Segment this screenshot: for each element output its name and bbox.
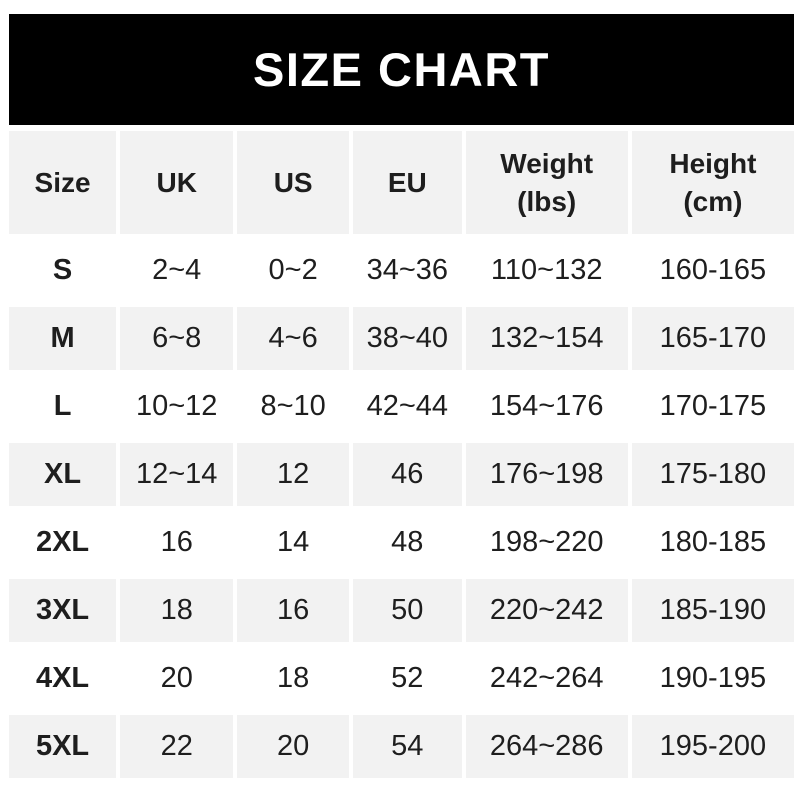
column-header-weight: Weight (lbs) bbox=[465, 131, 628, 234]
column-header-sub: (cm) bbox=[683, 185, 743, 217]
size-cell: S bbox=[9, 239, 117, 302]
size-cell: M bbox=[9, 307, 117, 370]
us-cell: 4~6 bbox=[237, 307, 349, 370]
size-chart-table: Size UK US EU Weight (lbs) bbox=[5, 126, 798, 783]
size-cell: L bbox=[9, 375, 117, 438]
height-cell: 190-195 bbox=[631, 647, 794, 710]
column-header-eu: EU bbox=[353, 131, 462, 234]
column-header-label: EU bbox=[387, 166, 427, 198]
column-header-height: Height (cm) bbox=[631, 131, 794, 234]
us-cell: 0~2 bbox=[237, 239, 349, 302]
height-cell: 180-185 bbox=[631, 511, 794, 574]
uk-cell: 20 bbox=[120, 647, 234, 710]
eu-cell: 34~36 bbox=[353, 239, 462, 302]
us-cell: 8~10 bbox=[237, 375, 349, 438]
table-row: XL 12~14 12 46 176~198 175-180 bbox=[9, 443, 794, 506]
size-cell: 2XL bbox=[9, 511, 117, 574]
column-header-uk: UK bbox=[120, 131, 234, 234]
height-cell: 165-170 bbox=[631, 307, 794, 370]
table-row: M 6~8 4~6 38~40 132~154 165-170 bbox=[9, 307, 794, 370]
column-header-label: Height bbox=[669, 147, 757, 179]
height-cell: 160-165 bbox=[631, 239, 794, 302]
column-header-sub: (lbs) bbox=[517, 185, 577, 217]
title-banner: SIZE CHART bbox=[9, 14, 794, 125]
uk-cell: 2~4 bbox=[120, 239, 234, 302]
height-cell: 185-190 bbox=[631, 579, 794, 642]
weight-cell: 110~132 bbox=[465, 239, 628, 302]
eu-cell: 46 bbox=[353, 443, 462, 506]
table-row: S 2~4 0~2 34~36 110~132 160-165 bbox=[9, 239, 794, 302]
column-header-size: Size bbox=[9, 131, 117, 234]
uk-cell: 18 bbox=[120, 579, 234, 642]
uk-cell: 6~8 bbox=[120, 307, 234, 370]
column-header-label: US bbox=[273, 166, 313, 198]
uk-cell: 22 bbox=[120, 715, 234, 778]
column-header-label: UK bbox=[156, 166, 197, 198]
uk-cell: 12~14 bbox=[120, 443, 234, 506]
eu-cell: 38~40 bbox=[353, 307, 462, 370]
weight-cell: 220~242 bbox=[465, 579, 628, 642]
us-cell: 20 bbox=[237, 715, 349, 778]
table-row: 3XL 18 16 50 220~242 185-190 bbox=[9, 579, 794, 642]
weight-cell: 132~154 bbox=[465, 307, 628, 370]
eu-cell: 52 bbox=[353, 647, 462, 710]
us-cell: 14 bbox=[237, 511, 349, 574]
eu-cell: 48 bbox=[353, 511, 462, 574]
eu-cell: 54 bbox=[353, 715, 462, 778]
table-row: L 10~12 8~10 42~44 154~176 170-175 bbox=[9, 375, 794, 438]
height-cell: 195-200 bbox=[631, 715, 794, 778]
uk-cell: 16 bbox=[120, 511, 234, 574]
us-cell: 18 bbox=[237, 647, 349, 710]
size-cell: 5XL bbox=[9, 715, 117, 778]
size-cell: 4XL bbox=[9, 647, 117, 710]
height-cell: 170-175 bbox=[631, 375, 794, 438]
table-row: 2XL 16 14 48 198~220 180-185 bbox=[9, 511, 794, 574]
column-header-label: Weight bbox=[500, 147, 594, 179]
header-row: Size UK US EU Weight (lbs) bbox=[9, 131, 794, 234]
weight-cell: 154~176 bbox=[465, 375, 628, 438]
table-row: 4XL 20 18 52 242~264 190-195 bbox=[9, 647, 794, 710]
column-header-us: US bbox=[237, 131, 349, 234]
table-row: 5XL 22 20 54 264~286 195-200 bbox=[9, 715, 794, 778]
size-cell: 3XL bbox=[9, 579, 117, 642]
weight-cell: 198~220 bbox=[465, 511, 628, 574]
uk-cell: 10~12 bbox=[120, 375, 234, 438]
eu-cell: 50 bbox=[353, 579, 462, 642]
weight-cell: 176~198 bbox=[465, 443, 628, 506]
column-header-label: Size bbox=[34, 166, 91, 198]
us-cell: 16 bbox=[237, 579, 349, 642]
eu-cell: 42~44 bbox=[353, 375, 462, 438]
height-cell: 175-180 bbox=[631, 443, 794, 506]
weight-cell: 242~264 bbox=[465, 647, 628, 710]
us-cell: 12 bbox=[237, 443, 349, 506]
page-title: SIZE CHART bbox=[253, 43, 550, 96]
weight-cell: 264~286 bbox=[465, 715, 628, 778]
size-cell: XL bbox=[9, 443, 117, 506]
